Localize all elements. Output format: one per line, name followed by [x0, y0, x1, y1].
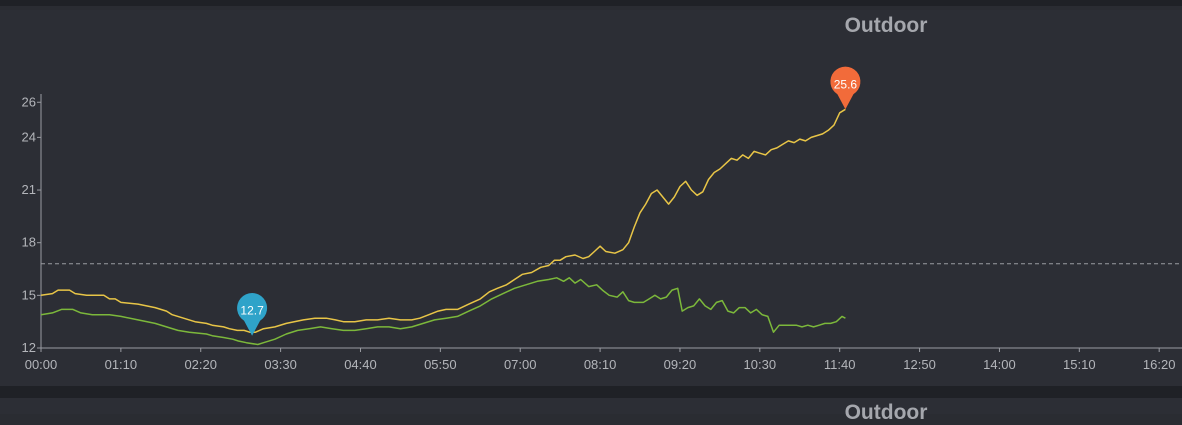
marker-pin: [830, 66, 861, 110]
y-tick-label: 24: [22, 129, 36, 144]
x-tick-label: 11:40: [824, 357, 856, 372]
line-chart: 12 15 18 21 24 26 00:00 01:10 02:20 03:30 04:40 05:…: [22, 66, 1182, 372]
x-tick-label: 09:20: [664, 357, 697, 372]
y-tick-label: 18: [22, 235, 36, 250]
chart-title: Outdoor: [844, 14, 928, 37]
marker-label: 12.7: [240, 304, 264, 318]
top-divider: [0, 0, 1182, 6]
chart-panel-next: [0, 398, 1182, 414]
x-tick-label: 01:10: [105, 357, 138, 372]
series-group: [40, 108, 846, 346]
series-line-2: [40, 277, 846, 346]
x-tick-label: 07:00: [504, 357, 537, 372]
series-line-1: [40, 108, 846, 333]
y-tick-label: 12: [22, 340, 36, 355]
x-tick-label: 02:20: [184, 357, 217, 372]
x-tick-label: 05:50: [424, 357, 457, 372]
x-tick-label: 14:00: [983, 357, 1016, 372]
marker-pin: [237, 293, 268, 336]
next-chart-title: Outdoor: [844, 401, 928, 424]
max-marker: 25.6: [830, 66, 861, 110]
x-tick-label: 10:30: [744, 357, 777, 372]
axes: 12 15 18 21 24 26 00:00 01:10 02:20 03:30 04:40 05:…: [22, 94, 1182, 372]
chart-panel: [0, 10, 1182, 386]
markers: 12.7 25.6: [237, 66, 861, 336]
min-marker: 12.7: [237, 293, 268, 336]
x-tick-label: 16:20: [1143, 357, 1176, 372]
x-tick-label: 03:30: [264, 357, 297, 372]
y-tick-label: 26: [22, 94, 36, 109]
x-tick-label: 12:50: [903, 357, 936, 372]
x-tick-label: 08:10: [584, 357, 617, 372]
x-tick-label: 00:00: [25, 357, 58, 372]
marker-label: 25.6: [834, 77, 858, 91]
y-tick-label: 21: [22, 182, 36, 197]
x-tick-label: 04:40: [344, 357, 377, 372]
x-tick-label: 15:10: [1063, 357, 1096, 372]
panel-divider: [0, 386, 1182, 398]
y-tick-label: 15: [22, 287, 36, 302]
